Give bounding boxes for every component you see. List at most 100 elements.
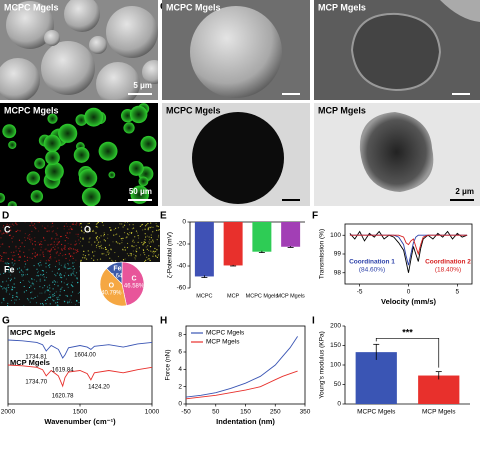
- microsphere: [359, 112, 434, 192]
- element-dot: [46, 298, 48, 300]
- element-dot: [72, 269, 74, 271]
- element-dot: [139, 225, 141, 227]
- element-dot: [8, 224, 10, 226]
- element-dot: [7, 277, 10, 279]
- element-dot: [108, 244, 111, 246]
- element-dot: [152, 226, 154, 228]
- element-dot: [158, 229, 160, 231]
- element-dot: [31, 281, 34, 283]
- element-dot: [12, 255, 14, 257]
- element-dot: [101, 253, 103, 255]
- element-dot: [14, 286, 16, 289]
- element-dot: [104, 240, 106, 242]
- element-dot: [35, 302, 38, 304]
- element-dot: [72, 262, 74, 264]
- image-background: [80, 222, 160, 262]
- element-dot: [87, 223, 89, 225]
- element-dot: [54, 273, 56, 276]
- element-dot: [19, 250, 21, 252]
- element-dot: [4, 262, 6, 264]
- element-dot: [56, 241, 58, 243]
- element-dot: [56, 244, 58, 246]
- element-dot: [50, 248, 52, 250]
- x-tick-label: MCPC: [196, 293, 212, 299]
- element-dot: [33, 279, 35, 281]
- element-dot: [27, 269, 29, 271]
- element-dot: [10, 299, 13, 302]
- microsphere: [190, 6, 282, 98]
- element-dot: [94, 241, 96, 243]
- element-dot: [23, 305, 25, 306]
- element-dot: [77, 235, 79, 237]
- element-dot: [48, 294, 51, 296]
- element-dot: [108, 252, 110, 254]
- element-dot: [119, 243, 121, 245]
- element-dot: [54, 257, 56, 259]
- element-dot: [56, 281, 58, 283]
- element-dot: [128, 224, 131, 226]
- y-axis-label: Young's modulus (KPa): [319, 331, 326, 399]
- element-dot: [117, 227, 120, 229]
- element-dot: [81, 230, 83, 232]
- element-dot: [85, 258, 88, 260]
- element-dot: [42, 273, 45, 276]
- panel-label: H: [160, 316, 167, 327]
- element-dot: [68, 228, 70, 230]
- element-dot: [55, 302, 57, 304]
- element-dot: [101, 247, 103, 249]
- slice-value: 12.64%: [107, 273, 128, 279]
- element-dot: [56, 253, 58, 255]
- legend-label: MCPC Mgels: [206, 330, 245, 337]
- element-dot: [34, 226, 36, 228]
- element-dot: [99, 258, 102, 260]
- element-dot: [23, 285, 25, 288]
- element-dot: [58, 298, 60, 301]
- element-dot: [64, 248, 66, 250]
- element-dot: [100, 244, 102, 246]
- element-dot: [50, 238, 53, 240]
- element-dot: [0, 261, 2, 262]
- element-dot: [69, 226, 71, 228]
- y-tick-label: 99: [334, 251, 342, 258]
- element-dot: [68, 253, 70, 255]
- element-dot: [37, 241, 39, 243]
- element-dot: [51, 231, 53, 233]
- image-label: Fe: [4, 264, 15, 274]
- element-dot: [49, 287, 51, 289]
- element-dot: [26, 259, 29, 262]
- element-dot: [40, 241, 42, 243]
- bar: [281, 222, 301, 247]
- element-dot: [36, 275, 38, 277]
- element-dot: [122, 237, 124, 239]
- element-dot: [78, 301, 80, 304]
- image: [0, 103, 158, 206]
- element-dot: [49, 250, 51, 253]
- element-dot: [64, 263, 66, 265]
- element-dot: [11, 258, 14, 260]
- element-dot: [81, 245, 83, 247]
- scale-label: 5 μm: [133, 81, 152, 90]
- element-dot: [77, 292, 79, 294]
- element-dot: [144, 253, 146, 256]
- series-share: (84.60%): [359, 267, 385, 274]
- fluorescent-sphere: [81, 187, 101, 206]
- element-dot: [56, 251, 58, 253]
- significance-label: ***: [402, 328, 413, 338]
- element-dot: [88, 241, 90, 243]
- element-dot: [37, 270, 39, 272]
- x-tick-label: MCP Mgels: [422, 409, 456, 416]
- element-dot: [48, 284, 51, 286]
- element-dot: [145, 259, 147, 261]
- element-dot: [116, 233, 118, 235]
- element-dot: [5, 270, 7, 272]
- element-dot: [75, 224, 77, 226]
- element-dot: [58, 262, 60, 264]
- element-dot: [32, 282, 34, 285]
- element-dot: [26, 273, 29, 275]
- element-dot: [122, 248, 124, 251]
- element-dot: [7, 286, 10, 289]
- element-dot: [141, 241, 143, 244]
- element-dot: [7, 258, 9, 260]
- element-dot: [31, 238, 33, 240]
- element-dot: [11, 268, 14, 270]
